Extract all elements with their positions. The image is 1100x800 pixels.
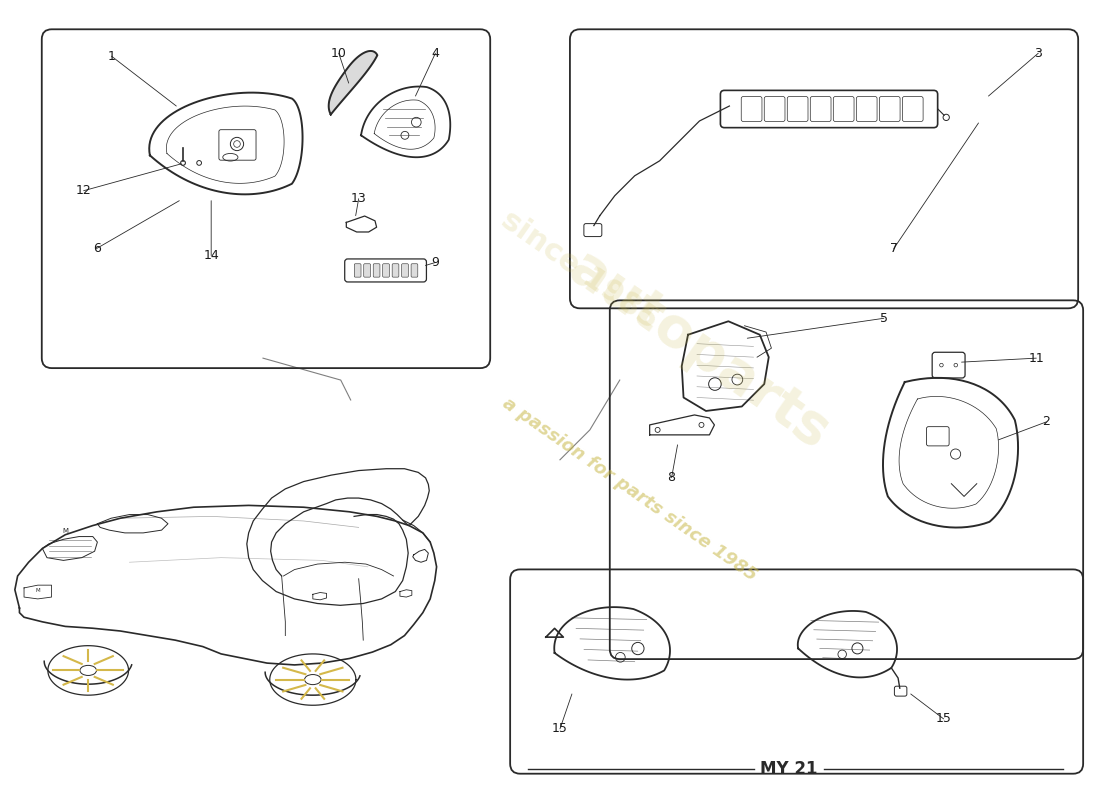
Text: 5: 5 bbox=[880, 312, 888, 325]
FancyBboxPatch shape bbox=[354, 264, 361, 277]
Text: since 1985: since 1985 bbox=[496, 206, 664, 335]
Text: M: M bbox=[63, 528, 68, 534]
Text: a passion for parts since 1985: a passion for parts since 1985 bbox=[499, 394, 760, 585]
Text: 12: 12 bbox=[76, 184, 91, 198]
Text: 4: 4 bbox=[431, 46, 439, 60]
Text: 1: 1 bbox=[108, 50, 115, 62]
Text: 7: 7 bbox=[890, 242, 898, 255]
FancyBboxPatch shape bbox=[393, 264, 399, 277]
FancyBboxPatch shape bbox=[364, 264, 371, 277]
FancyBboxPatch shape bbox=[402, 264, 408, 277]
Text: 8: 8 bbox=[668, 471, 675, 484]
Text: autoparts: autoparts bbox=[559, 241, 840, 460]
Text: 13: 13 bbox=[351, 192, 366, 206]
Polygon shape bbox=[329, 51, 377, 114]
Text: 9: 9 bbox=[431, 256, 439, 269]
FancyBboxPatch shape bbox=[411, 264, 418, 277]
Text: M: M bbox=[35, 587, 40, 593]
Text: 2: 2 bbox=[1043, 415, 1050, 429]
Text: 15: 15 bbox=[936, 712, 952, 726]
Text: 6: 6 bbox=[92, 242, 100, 255]
Text: 11: 11 bbox=[1028, 352, 1044, 365]
Text: 14: 14 bbox=[204, 249, 219, 262]
Text: 3: 3 bbox=[1034, 46, 1042, 60]
FancyBboxPatch shape bbox=[383, 264, 389, 277]
Text: 10: 10 bbox=[331, 46, 346, 60]
Text: 15: 15 bbox=[552, 722, 568, 735]
FancyBboxPatch shape bbox=[373, 264, 380, 277]
Text: MY 21: MY 21 bbox=[760, 760, 818, 778]
